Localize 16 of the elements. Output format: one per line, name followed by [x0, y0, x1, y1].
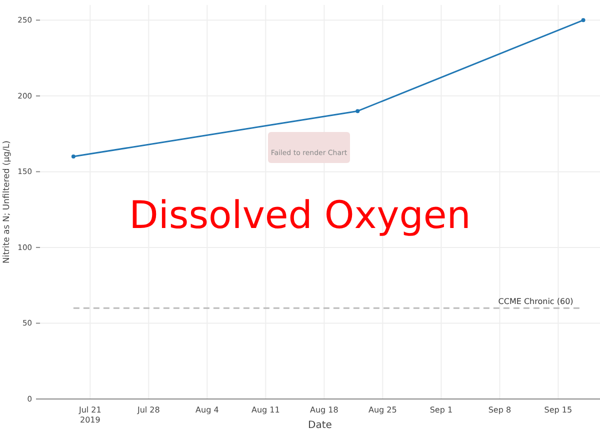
x-axis-title: Date [308, 420, 332, 431]
point [356, 109, 360, 114]
x-tick-label: Jul 21 2019 [78, 406, 102, 424]
point [71, 154, 76, 159]
x-tick-label: Aug 25 [368, 406, 397, 415]
x-tick-label: Aug 11 [252, 406, 280, 415]
ref-line-label: CCME Chronic (60) [498, 297, 574, 306]
x-tick-label: Sep 1 [430, 406, 453, 415]
x-tick-label: Aug 4 [196, 406, 219, 415]
x-tick-label: Sep 8 [488, 406, 512, 415]
y-axis-title: Nitrite as N; Unfiltered (µg/L) [2, 140, 12, 264]
x-tick-label: Aug 18 [310, 406, 338, 415]
annotation: Dissolved Oxygen [129, 193, 471, 237]
x-tick-label: Jul 28 [136, 406, 160, 415]
x-tick-label: Sep 15 [544, 406, 572, 415]
point [581, 18, 586, 22]
